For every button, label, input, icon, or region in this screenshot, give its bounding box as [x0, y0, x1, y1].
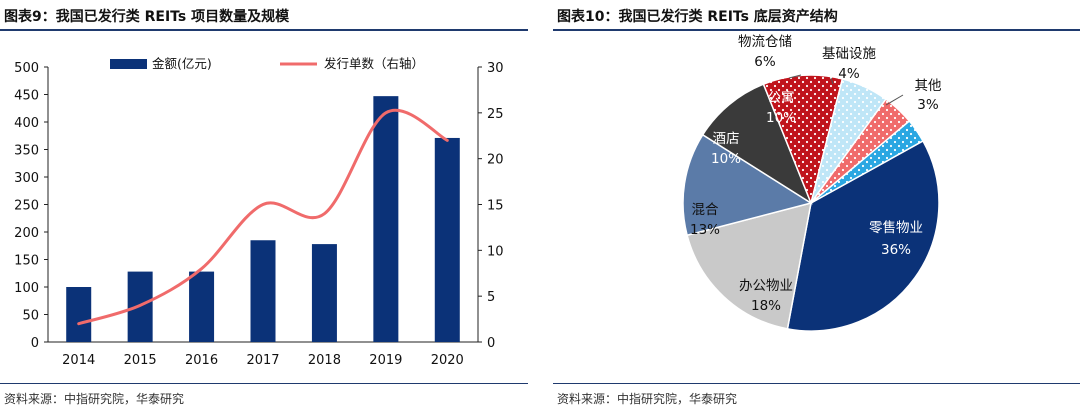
pie-slice-其他 [810, 120, 924, 204]
legend-swatch-bar [110, 59, 147, 69]
left-y-tick-label: 400 [14, 116, 39, 131]
slice-label: 零售物业 [869, 220, 923, 236]
bar-line-chart: 0 50 100 150 200 250 300 350 400 450 500 0 5 10 15 20 25… [14, 56, 504, 368]
x-tick-label: 2020 [431, 353, 464, 368]
slice-percent: 6% [754, 54, 776, 70]
slice-label: 基础设施 [822, 45, 876, 62]
pie-slice-零售物业 [786, 139, 940, 332]
right-y-tick-label: 30 [487, 61, 504, 76]
left-y-tick-label: 100 [14, 281, 39, 296]
slice-label: 公寓 [768, 89, 795, 106]
left-chart-title: 图表9：我国已发行类 REITs 项目数量及规模 [4, 9, 290, 25]
right-chart-title: 图表10：我国已发行类 REITs 底层资产结构 [557, 9, 838, 25]
right-y-tick-label: 20 [487, 153, 504, 168]
line-series-issuance-count [77, 109, 449, 326]
slice-label: 其他 [915, 78, 942, 94]
slice-leader-line [830, 77, 834, 85]
legend-label-bar: 金额(亿元) [152, 56, 212, 71]
right-y-tick-label: 0 [487, 336, 495, 351]
right-source-rule [553, 383, 1080, 384]
x-tick-label: 2014 [62, 353, 95, 368]
slice-label: 混合 [692, 202, 720, 218]
left-y-tick-label: 250 [14, 199, 39, 214]
slice-label: 物流仓储 [738, 34, 792, 50]
bar-2020 [434, 137, 460, 342]
legend-label-line: 发行单数（右轴） [324, 56, 424, 71]
left-y-tick-label: 350 [14, 144, 39, 159]
pie-slice-酒店 [701, 83, 813, 205]
slice-label: 酒店 [713, 131, 740, 147]
bar-2017 [250, 240, 276, 342]
right-y-tick-label: 15 [487, 199, 504, 214]
chart-legend: 金额(亿元) 发行单数（右轴） [110, 56, 424, 71]
right-y-tick-label: 10 [487, 244, 504, 259]
left-y-tick-label: 50 [22, 309, 39, 324]
pie-slice-办公物业 [686, 201, 812, 330]
left-source-note: 资料来源：中指研究院，华泰研究 [4, 392, 185, 406]
slice-percent: 10% [711, 151, 741, 167]
slice-leader-line [885, 94, 904, 106]
slice-percent: 10% [766, 110, 796, 126]
left-source-rule [0, 383, 528, 384]
left-title-rule [0, 29, 528, 31]
slice-percent: 18% [751, 298, 781, 314]
x-tick-label: 2016 [185, 353, 218, 368]
bar-2019 [373, 96, 399, 343]
right-source-note: 资料来源：中指研究院，华泰研究 [557, 392, 738, 406]
x-tick-label: 2015 [124, 353, 157, 368]
bar-2018 [311, 244, 337, 342]
pie-chart: 零售物业 36% 办公物业 18% 混合 13% 酒店 10% 公寓 10% 物流仓储 6% 基础设施 4… [682, 34, 942, 332]
left-y-tick-label: 450 [14, 89, 39, 104]
bar-2016 [189, 271, 215, 342]
pie-slice-公寓 [762, 74, 844, 206]
right-chart-panel: 图表10：我国已发行类 REITs 底层资产结构 [553, 0, 1080, 418]
x-tick-label: 2017 [246, 353, 279, 368]
slice-percent: 13% [690, 222, 720, 238]
slice-label: 办公物业 [739, 278, 793, 294]
slice-leader-line [788, 74, 802, 79]
left-y-tick-label: 500 [14, 61, 39, 76]
left-y-tick-label: 0 [31, 336, 39, 351]
right-y-tick-label: 5 [487, 290, 495, 305]
slice-percent: 3% [917, 97, 939, 113]
left-y-tick-label: 300 [14, 171, 39, 186]
left-y-tick-label: 150 [14, 254, 39, 269]
right-title-rule [553, 29, 1080, 31]
x-tick-label: 2019 [369, 353, 402, 368]
pie-slice-混合 [682, 133, 813, 237]
left-y-tick-label: 200 [14, 226, 39, 241]
x-tick-label: 2018 [308, 353, 341, 368]
left-chart-panel: 图表9：我国已发行类 REITs 项目数量及规模 0 50 100 150 200 250… [0, 0, 528, 418]
bar-2014 [66, 287, 92, 342]
slice-percent: 4% [838, 66, 860, 82]
right-y-tick-label: 25 [487, 107, 504, 122]
slice-percent: 36% [881, 242, 911, 258]
